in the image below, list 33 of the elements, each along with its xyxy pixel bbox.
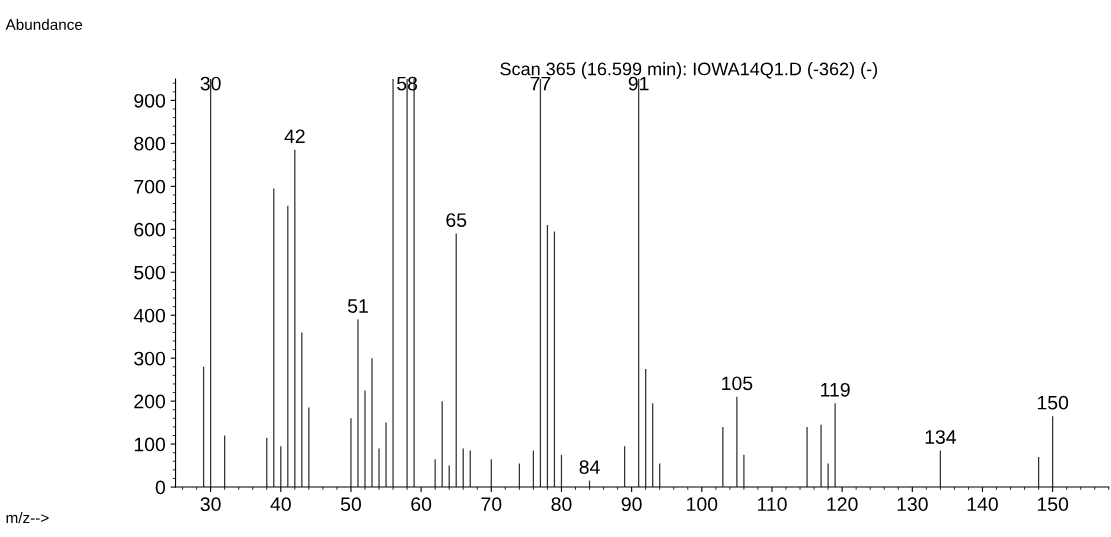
annotation: 51 bbox=[347, 299, 368, 313]
y-tick-label: 0 bbox=[155, 480, 166, 495]
y-tick-label: 400 bbox=[133, 308, 166, 323]
y-tick-label: 900 bbox=[134, 93, 166, 108]
annotation: 42 bbox=[284, 129, 305, 144]
x-tick-label: 90 bbox=[621, 497, 642, 512]
text: m/z--> bbox=[6, 512, 49, 524]
x-tick-label: 50 bbox=[340, 497, 362, 512]
x-tick-label: 30 bbox=[200, 497, 221, 512]
annotation: 84 bbox=[579, 460, 600, 474]
y-tick-label: 700 bbox=[134, 179, 166, 194]
x-tick-label: 120 bbox=[827, 497, 858, 512]
y-tick-label: 800 bbox=[134, 136, 166, 151]
annotation: 150 bbox=[1037, 395, 1069, 410]
x-tick-label: 70 bbox=[481, 497, 502, 512]
y-tick-label: 200 bbox=[134, 394, 166, 409]
x-tick-label: 130 bbox=[897, 497, 928, 512]
x-tick-label: 150 bbox=[1037, 497, 1069, 512]
y-tick-label: 600 bbox=[134, 222, 166, 237]
x-tick-label: 110 bbox=[757, 497, 787, 512]
x-tick-label: 60 bbox=[411, 497, 432, 512]
annotation: 134 bbox=[925, 430, 957, 444]
annotation: 105 bbox=[722, 376, 753, 391]
x-tick-label: 40 bbox=[270, 497, 291, 512]
y-axis-title: Abundance bbox=[5, 18, 83, 31]
y-tick-label: 300 bbox=[134, 351, 166, 366]
x-tick-label: 140 bbox=[967, 497, 998, 512]
annotation: 119 bbox=[821, 382, 850, 397]
y-tick-label: 100 bbox=[134, 437, 166, 452]
annotation: 65 bbox=[446, 213, 467, 227]
y-tick-label: 500 bbox=[134, 265, 166, 280]
x-tick-label: 80 bbox=[551, 497, 572, 512]
x-tick-label: 100 bbox=[687, 497, 718, 512]
